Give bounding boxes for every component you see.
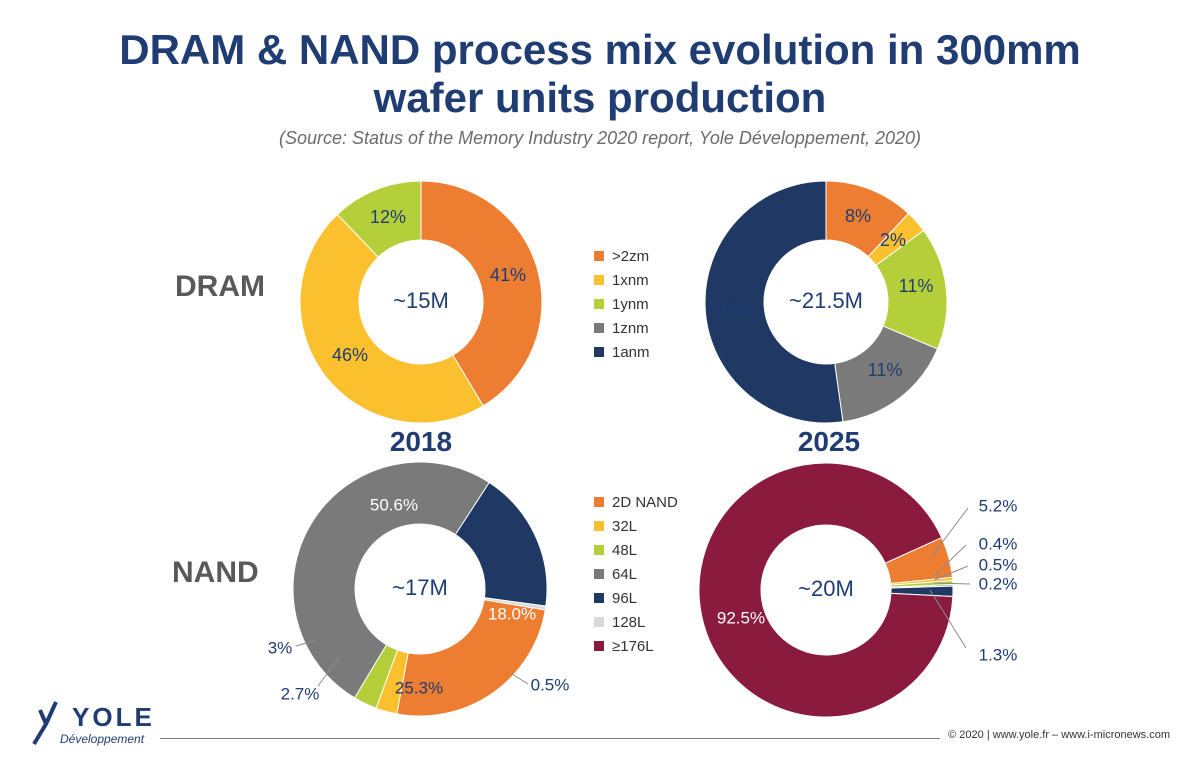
legend-item-dram-2: 1ynm xyxy=(594,292,650,316)
data-label-nand-2018-4: 3% xyxy=(268,638,293,657)
legend-label: 1anm xyxy=(612,343,650,361)
legend-item-dram-0: >2zm xyxy=(594,244,650,268)
data-label-nand-2025-4: 1.3% xyxy=(979,645,1018,664)
legend-item-nand-2: 48L xyxy=(594,538,678,562)
data-label-nand-2025-2: 0.5% xyxy=(979,555,1018,574)
center-label-nand-2025: ~20M xyxy=(798,576,854,601)
data-label-nand-2025-3: 0.2% xyxy=(979,574,1018,593)
center-label-dram-2025: ~21.5M xyxy=(789,288,863,313)
legend-item-dram-1: 1xnm xyxy=(594,268,650,292)
legend-swatch xyxy=(594,323,604,333)
data-label-dram-2025-1: 2% xyxy=(880,230,906,250)
legend-item-dram-3: 1znm xyxy=(594,316,650,340)
legend-swatch xyxy=(594,569,604,579)
legend-swatch xyxy=(594,521,604,531)
data-label-nand-2025-1: 0.4% xyxy=(979,534,1018,553)
legend-swatch xyxy=(594,275,604,285)
legend-swatch xyxy=(594,617,604,627)
year-label-2025: 2025 xyxy=(797,426,861,457)
center-label-dram-2018: ~15M xyxy=(393,288,449,313)
legend-label: 32L xyxy=(612,517,638,535)
leader-line xyxy=(933,565,969,581)
legend-item-nand-5: 128L xyxy=(594,610,678,634)
legend-swatch xyxy=(594,299,604,309)
footer-divider xyxy=(160,738,940,739)
legend-label: 1xnm xyxy=(612,271,649,289)
legend-label: 1ynm xyxy=(612,295,649,313)
legend-item-nand-3: 64L xyxy=(594,562,678,586)
data-label-dram-2025-4: 35% xyxy=(718,300,754,320)
logo-subtext: Développement xyxy=(60,732,145,746)
data-label-nand-2025-0: 5.2% xyxy=(979,496,1018,515)
page-title: DRAM & NAND process mix evolution in 300… xyxy=(0,26,1200,122)
leader-line xyxy=(933,582,971,585)
data-label-nand-2018-2: 25.3% xyxy=(395,678,443,697)
data-label-dram-2018-0: 41% xyxy=(490,265,526,285)
legend-item-nand-4: 96L xyxy=(594,586,678,610)
legend-swatch xyxy=(594,497,604,507)
legend-item-nand-0: 2D NAND xyxy=(594,490,678,514)
donut-slice-dram-2025-4 xyxy=(704,180,844,424)
donut-slice-nand-2018-5 xyxy=(292,461,490,699)
legend-label: 48L xyxy=(612,541,638,559)
data-label-nand-2018-1: 0.5% xyxy=(531,675,570,694)
data-label-dram-2018-1: 46% xyxy=(332,345,368,365)
donut-slice-nand-2018-2 xyxy=(396,599,546,717)
donut-slice-dram-2018-0 xyxy=(420,180,543,407)
leader-line xyxy=(511,673,529,685)
legend-label: 96L xyxy=(612,589,638,607)
legend-item-dram-4: 1anm xyxy=(594,340,650,364)
data-label-nand-2018-5: 50.6% xyxy=(370,495,418,514)
data-label-nand-2025-5: 92.5% xyxy=(717,608,765,627)
legend-swatch xyxy=(594,251,604,261)
data-label-dram-2025-3: 11% xyxy=(868,360,903,380)
row-label-dram: DRAM xyxy=(175,270,265,303)
data-label-nand-2018-3: 2.7% xyxy=(281,684,320,703)
legend-swatch xyxy=(594,641,604,651)
legend-item-nand-6: ≥176L xyxy=(594,634,678,658)
legend-label: 128L xyxy=(612,613,646,631)
leader-line xyxy=(317,655,341,687)
donut-slice-dram-2018-1 xyxy=(299,213,484,424)
data-label-dram-2025-0: 8% xyxy=(845,206,871,226)
legend-swatch xyxy=(594,593,604,603)
leader-line xyxy=(933,544,967,577)
donut-slice-nand-2018-0 xyxy=(454,481,548,607)
row-label-nand: NAND xyxy=(172,556,259,589)
logo-text: YOLE xyxy=(72,702,155,732)
legend-label: 1znm xyxy=(612,319,649,337)
legend-label: ≥176L xyxy=(612,637,654,655)
legend-item-nand-1: 32L xyxy=(594,514,678,538)
center-label-nand-2018: ~17M xyxy=(392,575,448,600)
data-label-nand-2018-0: 18.0% xyxy=(488,604,536,623)
yole-logo: YOLE Développement xyxy=(30,700,180,760)
legend-label: >2zm xyxy=(612,247,650,265)
donut-slice-nand-2025-5 xyxy=(698,462,954,718)
leader-line xyxy=(929,589,967,649)
leader-line xyxy=(295,639,317,647)
subtitle: (Source: Status of the Memory Industry 2… xyxy=(278,128,922,148)
data-label-dram-2025-2: 11% xyxy=(899,276,934,296)
year-label-2018: 2018 xyxy=(389,426,453,457)
leader-line xyxy=(931,507,969,557)
legend-nand: 2D NAND 32L 48L 64L 96L 128L ≥176L xyxy=(594,490,678,658)
footer-copyright: © 2020 | www.yole.fr – www.i-micronews.c… xyxy=(948,729,1170,741)
donut-slice-dram-2018-2 xyxy=(336,180,422,258)
legend-label: 2D NAND xyxy=(612,493,678,511)
data-label-dram-2018-2: 12% xyxy=(370,207,406,227)
legend-dram: >2zm 1xnm 1ynm 1znm 1anm xyxy=(594,244,650,364)
legend-swatch xyxy=(594,347,604,357)
title-line-1: DRAM & NAND process mix evolution in 300… xyxy=(119,26,1081,73)
title-line-2: wafer units production xyxy=(373,74,827,121)
legend-label: 64L xyxy=(612,565,638,583)
logo-mark-icon xyxy=(32,701,58,746)
legend-swatch xyxy=(594,545,604,555)
